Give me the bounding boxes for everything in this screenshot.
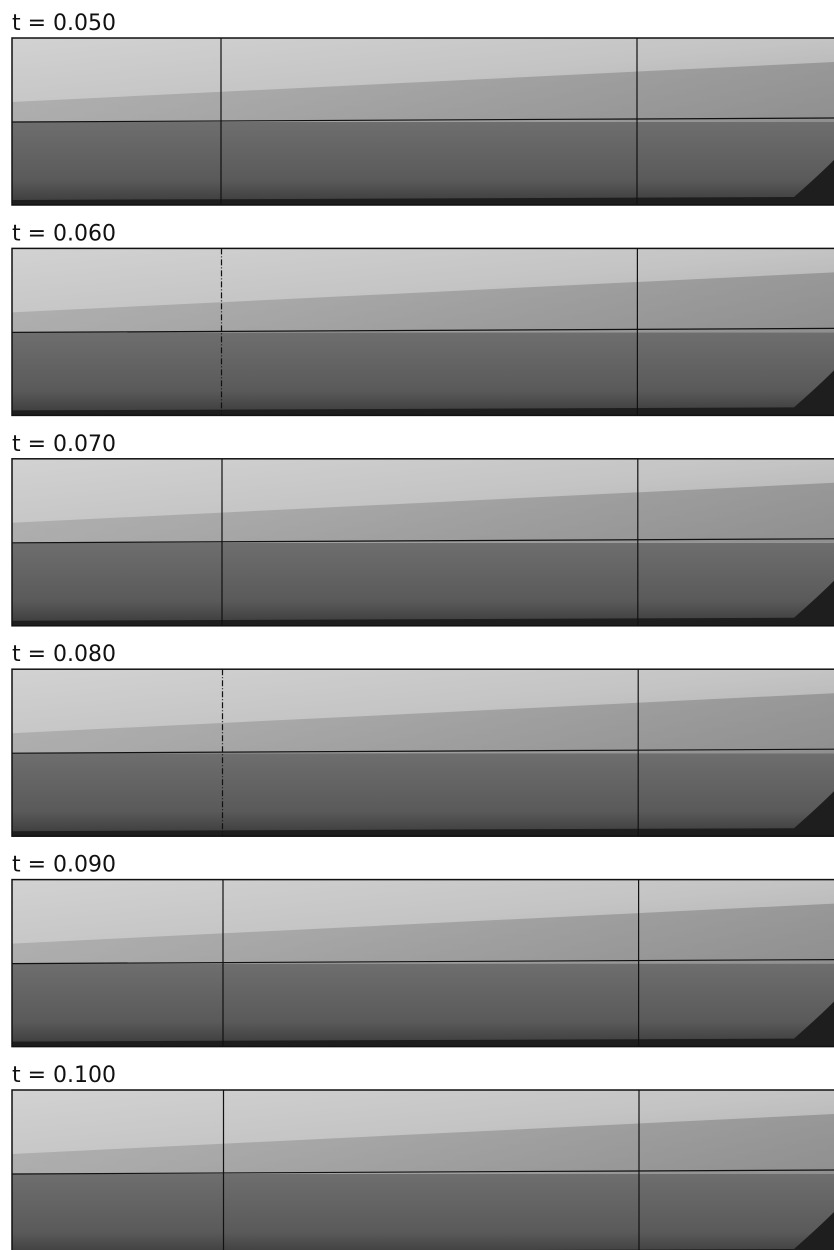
divider-h <box>11 117 834 123</box>
transition-band <box>12 62 834 122</box>
lower-region <box>12 963 834 1047</box>
panel-label: t = 0.060 <box>12 221 116 246</box>
bottom-streak <box>12 580 834 626</box>
bottom-streak <box>533 1212 834 1250</box>
bottom-streak <box>12 1001 834 1047</box>
transition-band <box>12 693 834 754</box>
lower-region <box>12 542 834 626</box>
panel-label: t = 0.090 <box>12 853 116 878</box>
transition-band <box>12 1114 834 1174</box>
bottom-streak <box>12 370 834 416</box>
lower-region <box>12 753 834 837</box>
divider-h <box>11 1169 834 1175</box>
lower-region <box>12 122 834 205</box>
lower-region <box>12 332 834 416</box>
panel-label: t = 0.070 <box>12 432 116 457</box>
transition-band <box>12 272 834 333</box>
transition-band <box>12 903 834 964</box>
divider-h <box>11 538 834 544</box>
lower-region <box>12 1174 834 1250</box>
transition-band <box>12 482 834 543</box>
panel-label: t = 0.100 <box>12 1063 116 1088</box>
divider-h <box>11 748 834 754</box>
bottom-streak <box>12 791 834 837</box>
panel-label: t = 0.080 <box>12 642 116 667</box>
bottom-streak <box>12 160 834 205</box>
panel-label: t = 0.050 <box>12 11 116 36</box>
divider-h <box>11 327 834 333</box>
divider-h <box>11 958 834 965</box>
